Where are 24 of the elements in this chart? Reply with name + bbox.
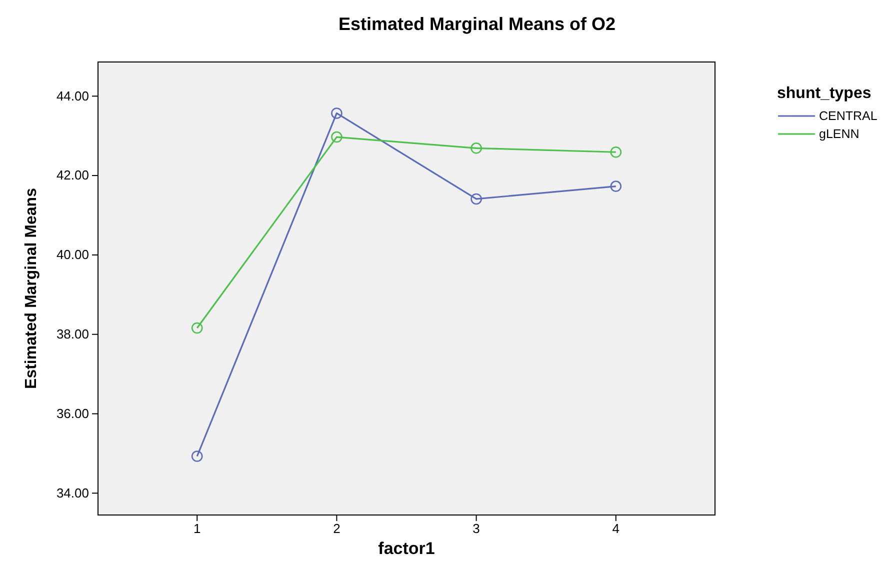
point [470, 193, 482, 205]
x-tick-label: 4 [612, 521, 620, 536]
y-tick-label: 40.00 [56, 247, 89, 262]
x-tick-label: 2 [333, 521, 340, 536]
legend-label: gLENN [819, 127, 860, 141]
point [470, 142, 482, 154]
point [610, 146, 622, 158]
point [191, 450, 203, 462]
y-tick-label: 34.00 [56, 485, 89, 500]
y-tick-label: 42.00 [56, 168, 89, 183]
x-tick-label: 1 [193, 521, 201, 536]
chart-title: Estimated Marginal Means of O2 [338, 14, 616, 34]
x-tick-label: 3 [472, 521, 480, 536]
y-tick-label: 36.00 [56, 406, 89, 421]
x-axis-title: factor1 [378, 539, 435, 558]
legend-label: CENTRAL [819, 109, 878, 123]
point [331, 108, 342, 119]
y-tick-label: 38.00 [56, 326, 89, 342]
point [331, 131, 342, 143]
legend-title: shunt_types [777, 85, 872, 102]
point [191, 322, 203, 334]
y-tick-label: 44.00 [56, 88, 89, 104]
point [610, 180, 622, 192]
y-axis-title: Estimated Marginal Means [23, 188, 40, 389]
